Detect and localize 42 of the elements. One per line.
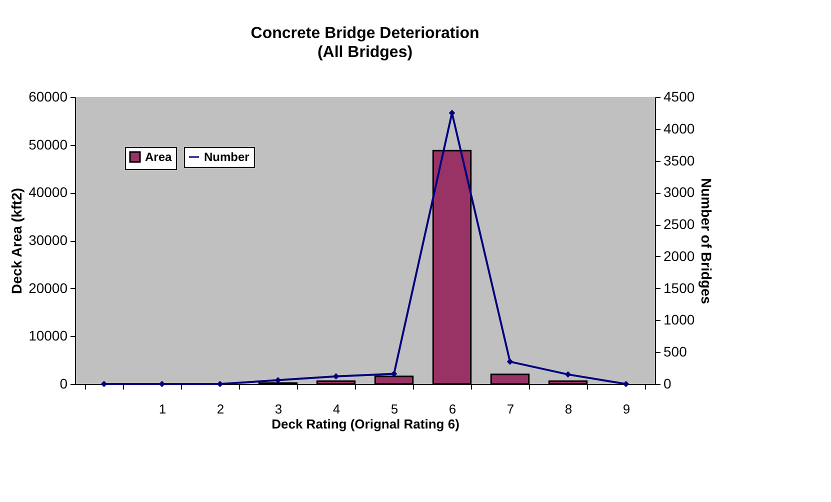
x-tick-label: 5 (390, 402, 398, 416)
y-tick-label: 50000 (28, 136, 68, 152)
y-tick-label: 0 (60, 376, 68, 392)
chart-subtitle: (All Bridges) (317, 44, 413, 61)
x-tick-label: 6 (448, 402, 456, 416)
y-tick-label: 30000 (28, 232, 68, 248)
point (100, 380, 108, 388)
y2-tick-label: 0 (664, 376, 672, 392)
legend-label: Area (145, 150, 172, 164)
y2-tick-label: 4000 (664, 120, 695, 136)
y-tick-label: 40000 (28, 184, 68, 200)
y2-tick-label: 500 (664, 344, 688, 360)
y2-tick-label: 4500 (664, 88, 695, 104)
point (274, 377, 282, 384)
point (506, 358, 514, 365)
point (216, 380, 224, 388)
y2-tick-label: 1000 (664, 312, 695, 328)
y2-tick-label: 1500 (664, 280, 695, 296)
x-tick-label: 7 (506, 402, 514, 416)
y2-tick-label: 3000 (664, 184, 695, 200)
x-tick-label: 1 (158, 402, 166, 416)
point (390, 370, 398, 377)
y-tick-label: 60000 (28, 88, 68, 104)
x-tick-label: 4 (332, 402, 340, 416)
x-tick-label: 3 (274, 402, 282, 416)
y-tick-label: 10000 (28, 328, 68, 344)
point (622, 380, 630, 388)
x-axis-title: Deck Rating (Orignal Rating 6) (272, 416, 460, 432)
y2-axis-title: Number of Bridges (698, 178, 715, 304)
y2-tick-label: 3500 (664, 152, 695, 168)
y2-tick-label: 2500 (664, 216, 695, 232)
point (332, 373, 340, 380)
y2-tick-label: 2000 (664, 248, 695, 264)
y-tick-label: 20000 (28, 280, 68, 296)
x-tick-label: 8 (564, 402, 572, 416)
y-axis-title: Deck Area (kft2) (8, 188, 25, 294)
x-tick-label: 9 (622, 402, 630, 416)
point (158, 380, 166, 388)
legend-label: Number (204, 150, 250, 164)
x-tick-label: 2 (216, 402, 224, 416)
point (564, 371, 572, 378)
chart-title: Concrete Bridge Deterioration (250, 25, 480, 42)
